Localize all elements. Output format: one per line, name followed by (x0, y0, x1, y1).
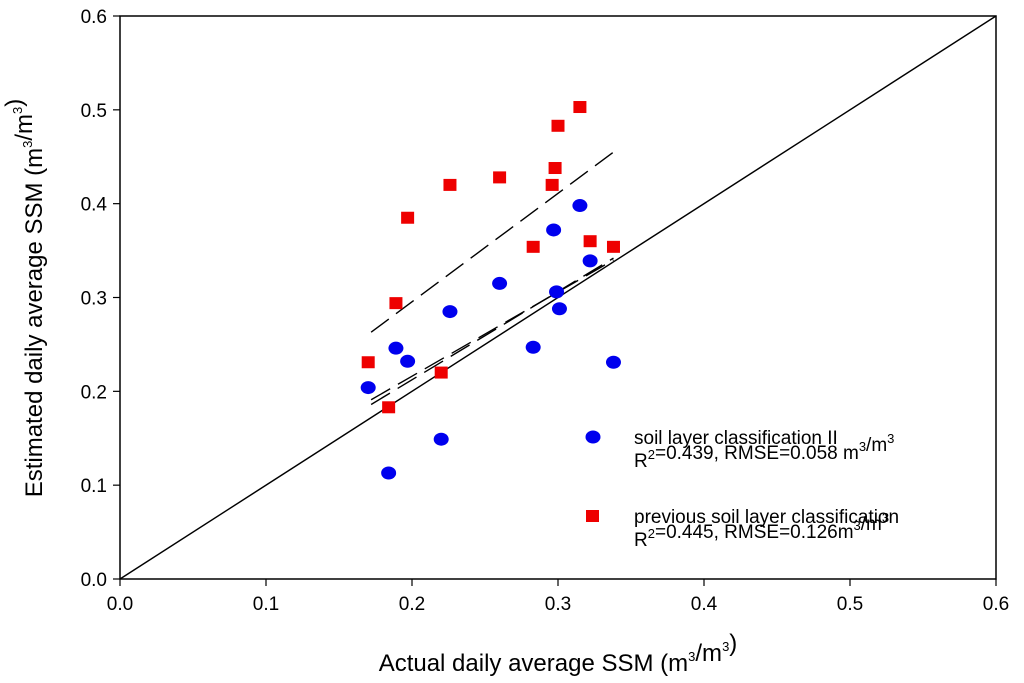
chart-points (360, 101, 621, 480)
x-tick-label: 0.3 (545, 594, 571, 615)
data-point-square (583, 235, 597, 248)
y-tick-label: 0.3 (81, 289, 107, 310)
x-tick-label: 0.4 (691, 594, 718, 615)
legend-label: previous soil layer classification (634, 507, 899, 528)
data-point-square (361, 356, 375, 369)
axis-ticks (113, 15, 997, 586)
data-point-circle (525, 340, 541, 354)
x-tick-labels: 0.0 0.1 0.2 0.3 0.4 0.5 0.6 (107, 594, 1009, 615)
data-point-square (551, 119, 565, 132)
fit-line-2 (370, 151, 614, 333)
data-point-circle (582, 254, 598, 268)
y-tick-label: 0.2 (81, 382, 107, 403)
data-point-square (401, 211, 415, 224)
data-point-circle (551, 302, 567, 316)
x-tick-label: 0.2 (399, 594, 425, 615)
data-point-square (434, 366, 448, 379)
y-tick-label: 0.6 (81, 7, 107, 28)
x-tick-label: 0.5 (837, 594, 863, 615)
data-point-circle (360, 381, 376, 395)
x-tick-label: 0.0 (107, 594, 133, 615)
data-point-circle (388, 341, 404, 355)
legend-marker-circle (585, 430, 601, 444)
x-axis-title: Actual daily average SSM (m3/m3) (379, 630, 738, 677)
data-point-square (382, 401, 396, 414)
data-point-square (443, 178, 457, 191)
data-point-circle (400, 354, 416, 368)
data-point-circle (433, 432, 449, 446)
data-point-square (548, 162, 562, 175)
fit-line-1 (370, 259, 614, 401)
legend-stats: R2=0.439, RMSE=0.058 m3/m3 (634, 431, 894, 472)
fit-line-3 (370, 257, 614, 406)
data-point-circle (572, 199, 588, 213)
y-tick-label: 0.1 (81, 476, 107, 497)
y-tick-labels: 0.0 0.1 0.2 0.3 0.4 0.5 0.6 (81, 7, 108, 591)
data-point-circle (492, 276, 508, 290)
y-axis-title: Estimated daily average SSM (m3/m3) (1, 99, 48, 498)
data-point-square (493, 171, 507, 184)
y-tick-label: 0.0 (81, 570, 107, 591)
legend-marker-square (586, 510, 599, 522)
x-tick-label: 0.1 (253, 594, 279, 615)
data-point-circle (381, 466, 397, 480)
data-point-circle (549, 285, 565, 299)
data-point-square (545, 178, 559, 191)
data-point-square (389, 297, 403, 310)
legend-label: soil layer classification II (634, 428, 838, 449)
y-tick-label: 0.4 (81, 195, 108, 216)
legend-stats: R2=0.445, RMSE=0.126m3/m3 (634, 510, 889, 551)
data-point-circle (605, 355, 621, 369)
data-point-square (606, 240, 620, 253)
data-point-circle (546, 223, 562, 237)
data-point-square (526, 240, 540, 253)
data-point-square (573, 101, 587, 114)
y-tick-label: 0.5 (81, 101, 107, 122)
x-tick-label: 0.6 (983, 594, 1009, 615)
data-point-circle (442, 305, 458, 319)
